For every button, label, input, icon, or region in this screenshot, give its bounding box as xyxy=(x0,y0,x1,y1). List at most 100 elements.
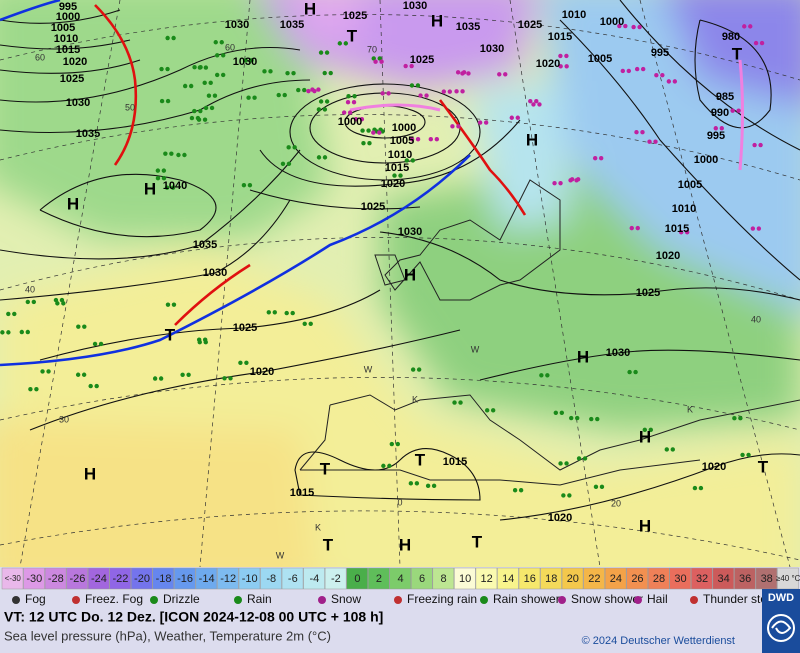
weather-dot xyxy=(284,310,289,316)
pressure-center: T xyxy=(165,325,176,344)
weather-dot xyxy=(222,376,227,381)
scale-cell xyxy=(324,567,347,590)
pressure-label: 1000 xyxy=(56,11,80,23)
weather-dot xyxy=(6,330,11,335)
scale-label: -16 xyxy=(177,573,193,585)
weather-icon xyxy=(234,596,242,604)
weather-dot xyxy=(398,173,403,178)
pressure-center: T xyxy=(415,450,426,469)
weather-dot xyxy=(418,93,423,98)
weather-dot xyxy=(280,161,286,166)
weather-dot xyxy=(12,311,17,317)
weather-dot xyxy=(59,297,65,303)
weather-dot xyxy=(567,493,572,498)
pressure-label: 1030 xyxy=(398,226,422,238)
scale-label: 12 xyxy=(481,573,493,585)
scale-label: 2 xyxy=(376,573,382,585)
weather-dot xyxy=(243,58,248,63)
weather-legend: Fog Freez. Fog Drizzle Rain Snow Freezing rai… xyxy=(12,592,781,606)
scale-label: 24 xyxy=(610,573,622,585)
weather-dot xyxy=(189,115,195,121)
weather-dot xyxy=(664,447,669,452)
weather-dot xyxy=(617,23,622,29)
pressure-label: 1005 xyxy=(588,53,612,65)
weather-dot xyxy=(76,324,81,329)
weather-dot xyxy=(345,100,351,105)
weather-dot xyxy=(452,400,457,405)
scale-cell xyxy=(604,567,627,590)
pressure-label: 1005 xyxy=(390,135,414,147)
scale-label: <-30 xyxy=(5,574,22,583)
weather-dot xyxy=(410,158,416,163)
weather-dot xyxy=(409,137,415,142)
weather-dot xyxy=(447,89,453,94)
weather-dot xyxy=(403,63,408,69)
weather-dot xyxy=(371,56,376,61)
weather-dot xyxy=(285,70,290,76)
pressure-label: 1025 xyxy=(518,19,542,31)
weather-dot xyxy=(740,452,745,458)
weather-dot xyxy=(466,71,471,76)
pressure-center: T xyxy=(758,457,769,476)
weather-dot xyxy=(351,100,357,105)
weather-dot xyxy=(380,91,385,96)
weather-dot xyxy=(484,408,490,413)
weather-dot xyxy=(698,485,704,491)
weather-dot xyxy=(746,452,751,458)
weather-dot xyxy=(424,93,429,98)
weather-dot xyxy=(730,108,735,113)
weather-dot xyxy=(416,367,422,372)
weather-dot xyxy=(589,416,594,422)
weather-dot xyxy=(559,410,565,416)
pressure-label: 1020 xyxy=(548,512,572,524)
weather-dot xyxy=(410,367,416,372)
weather-dot xyxy=(595,416,600,422)
weather-icon xyxy=(12,596,20,604)
weather-dot xyxy=(408,481,414,486)
weather-dot xyxy=(477,120,483,125)
weather-dot xyxy=(404,158,410,163)
copyright: © 2024 Deutscher Wetterdienst xyxy=(582,635,735,647)
weather-dot xyxy=(635,225,640,231)
scale-cell xyxy=(647,567,670,590)
pressure-label: 1030 xyxy=(225,19,249,31)
weather-dot xyxy=(164,185,170,190)
weather-dot xyxy=(640,129,645,135)
scale-cell xyxy=(497,567,519,590)
weather-dot xyxy=(171,35,176,41)
weather-dot xyxy=(428,136,434,142)
graticule-label: 50 xyxy=(125,102,135,112)
weather-icon xyxy=(72,596,80,604)
weather-dot xyxy=(192,65,197,70)
weather-dot xyxy=(558,53,563,59)
weather-dot xyxy=(387,463,392,469)
weather-dot xyxy=(569,177,575,182)
weather-dot xyxy=(322,155,328,160)
weather-dot xyxy=(202,117,208,122)
weather-dot xyxy=(738,415,743,421)
weather-dot xyxy=(434,136,440,142)
weather-dot xyxy=(539,373,544,378)
weather-dot xyxy=(203,65,209,70)
scale-cell xyxy=(66,567,88,590)
pressure-label: 1010 xyxy=(562,9,586,21)
pressure-label: 1015 xyxy=(290,487,314,499)
weather-dot xyxy=(25,299,31,305)
weather-label: Rain shower xyxy=(493,592,560,606)
weather-dot xyxy=(318,50,324,55)
weather-dot xyxy=(214,72,220,78)
scale-label: 38 xyxy=(761,573,773,585)
pressure-center: T xyxy=(472,532,483,551)
pressure-center: H xyxy=(431,11,443,30)
pressure-label: 1015 xyxy=(443,456,467,468)
weather-dot xyxy=(503,72,508,77)
weather-dot xyxy=(389,441,395,447)
graticule-label: W xyxy=(364,364,373,374)
weather-dot xyxy=(518,488,524,493)
weather-label: Rain xyxy=(247,592,272,606)
pressure-label: 1010 xyxy=(54,33,78,45)
weather-dot xyxy=(361,141,366,146)
weather-dot xyxy=(626,68,632,74)
weather-dot xyxy=(575,415,580,421)
pressure-center: T xyxy=(347,26,358,45)
